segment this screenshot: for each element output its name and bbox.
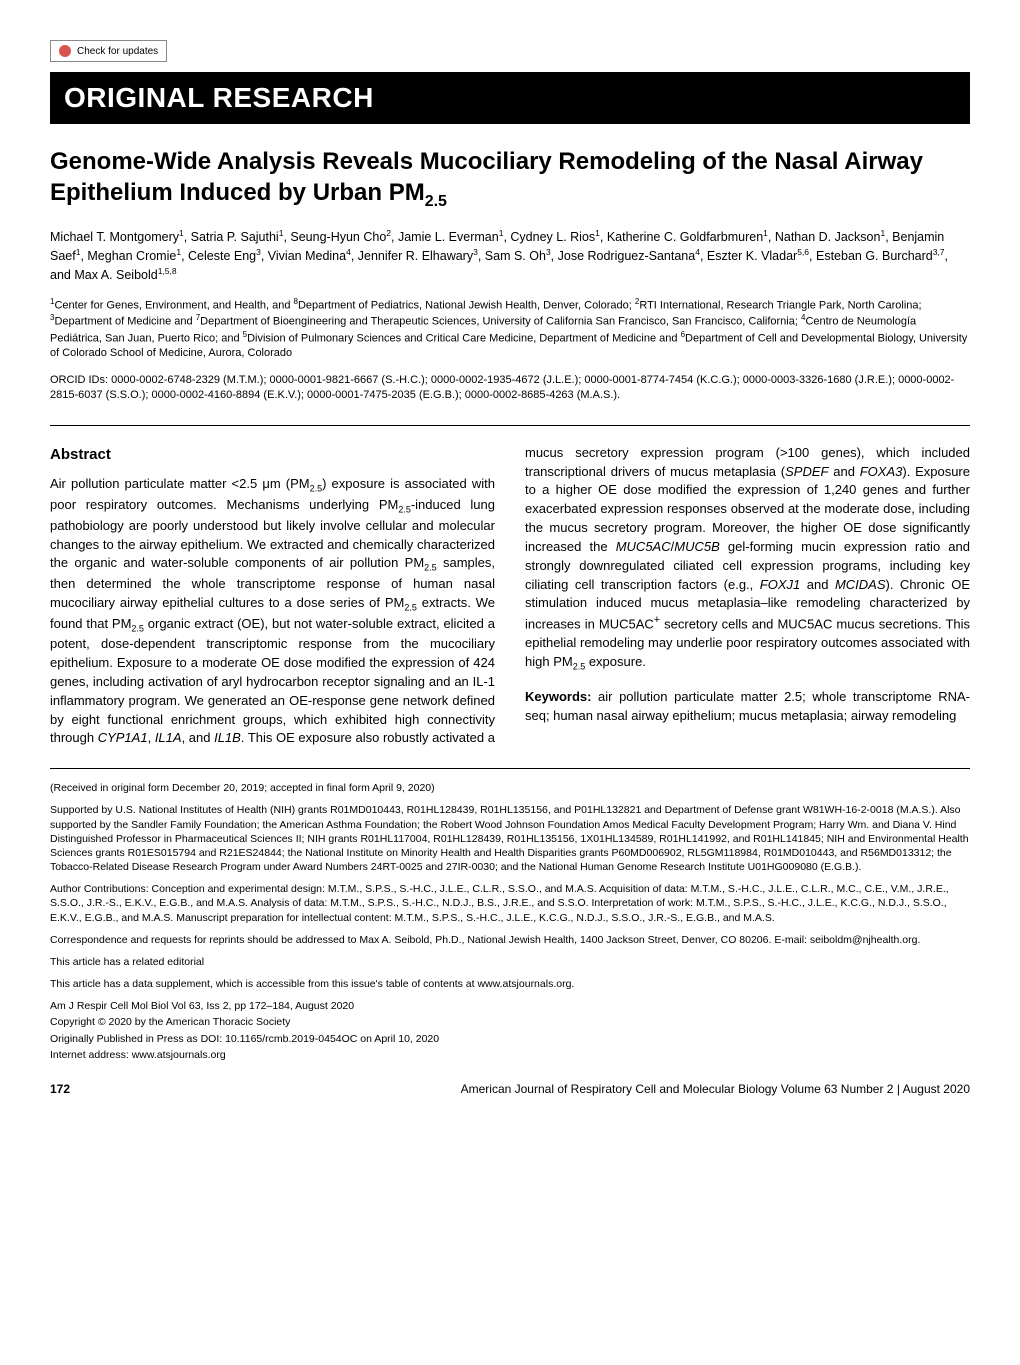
affiliations: 1Center for Genes, Environment, and Heal…: [50, 297, 970, 361]
internet-line: Internet address: www.atsjournals.org: [50, 1048, 970, 1062]
support-line: Supported by U.S. National Institutes of…: [50, 803, 970, 874]
abstract-heading: Abstract: [50, 444, 495, 466]
keywords-label: Keywords:: [525, 689, 591, 704]
keywords-block: Keywords: air pollution particulate matt…: [525, 688, 970, 726]
check-updates-label: Check for updates: [77, 46, 158, 57]
page-number: 172: [50, 1082, 70, 1096]
divider-top: [50, 425, 970, 426]
article-title: Genome-Wide Analysis Reveals Mucociliary…: [50, 146, 970, 213]
section-banner: ORIGINAL RESEARCH: [50, 72, 970, 124]
author-contributions: Author Contributions: Conception and exp…: [50, 882, 970, 925]
received-line: (Received in original form December 20, …: [50, 781, 970, 795]
related-editorial-line: This article has a related editorial: [50, 955, 970, 969]
abstract-right-column: mucus secretory expression program (>100…: [525, 444, 970, 749]
copyright-line: Copyright © 2020 by the American Thoraci…: [50, 1015, 970, 1029]
footer-notes: (Received in original form December 20, …: [50, 781, 970, 1062]
abstract-left-text: Air pollution particulate matter <2.5 μm…: [50, 475, 495, 748]
orig-publish-line: Originally Published in Press as DOI: 10…: [50, 1032, 970, 1046]
check-updates-badge[interactable]: Check for updates: [50, 40, 167, 62]
title-subscript: 2.5: [425, 193, 447, 210]
data-supplement-line: This article has a data supplement, whic…: [50, 977, 970, 991]
citation-line: Am J Respir Cell Mol Biol Vol 63, Iss 2,…: [50, 999, 970, 1013]
abstract-right-text: mucus secretory expression program (>100…: [525, 444, 970, 674]
page-footer: 172 American Journal of Respiratory Cell…: [50, 1082, 970, 1096]
authors-list: Michael T. Montgomery1, Satria P. Sajuth…: [50, 227, 970, 285]
update-dot-icon: [59, 45, 71, 57]
abstract-left-column: Abstract Air pollution particulate matte…: [50, 444, 495, 749]
journal-footer: American Journal of Respiratory Cell and…: [461, 1082, 970, 1096]
divider-bottom: [50, 768, 970, 769]
correspondence-line: Correspondence and requests for reprints…: [50, 933, 970, 947]
title-text: Genome-Wide Analysis Reveals Mucociliary…: [50, 148, 923, 206]
keywords-text: air pollution particulate matter 2.5; wh…: [525, 689, 970, 723]
abstract-section: Abstract Air pollution particulate matte…: [50, 444, 970, 749]
orcid-ids: ORCID IDs: 0000-0002-6748-2329 (M.T.M.);…: [50, 373, 970, 403]
